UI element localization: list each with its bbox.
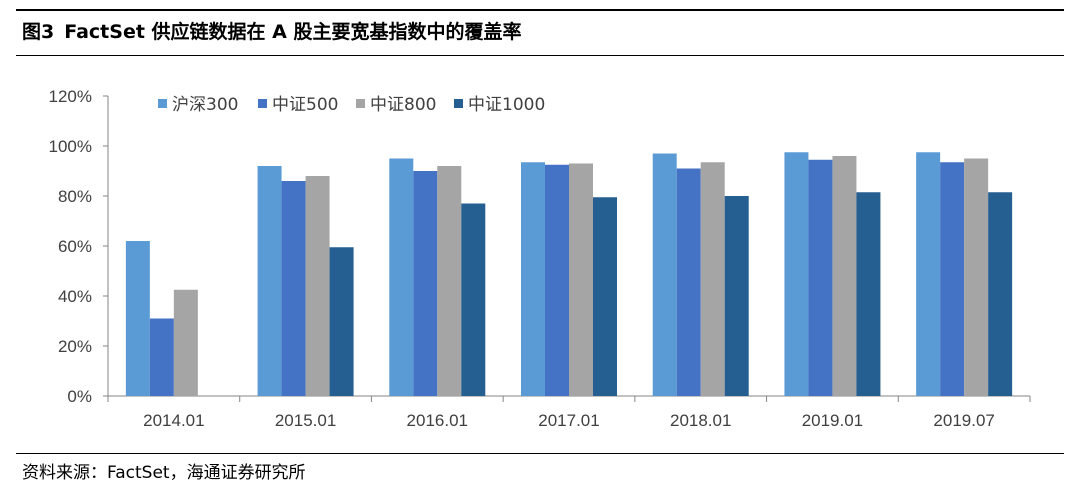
bar <box>856 192 881 396</box>
bar <box>569 163 593 396</box>
legend: 沪深300 中证500 中证800 中证1000 <box>158 95 545 115</box>
bar <box>916 152 941 396</box>
legend-swatch <box>158 99 167 108</box>
bar <box>832 156 857 396</box>
y-tick-label: 80% <box>58 187 92 206</box>
bar <box>413 171 438 396</box>
x-axis: 2014.01 2015.01 2016.01 2017.01 2018.01 2019.… <box>107 395 1031 430</box>
legend-label: 沪深300 <box>172 95 238 115</box>
bar <box>724 196 749 396</box>
y-tick-label: 100% <box>49 137 92 156</box>
legend-swatch <box>454 99 463 108</box>
bar <box>964 158 989 396</box>
bar <box>461 203 486 396</box>
y-tick-label: 120% <box>49 87 92 106</box>
x-tick-label: 2019.01 <box>802 411 863 430</box>
top-rule <box>16 9 1064 11</box>
bar <box>808 159 833 396</box>
bar <box>125 241 150 396</box>
legend-swatch <box>258 99 267 108</box>
bar <box>305 176 330 396</box>
legend-label: 中证800 <box>370 95 436 115</box>
bar <box>652 153 677 396</box>
source-note: 资料来源：FactSet，海通证券研究所 <box>22 463 306 483</box>
bars <box>125 152 1013 396</box>
legend-label: 中证500 <box>272 95 338 115</box>
source-rule <box>16 453 1064 454</box>
x-tick-label: 2016.01 <box>407 411 468 430</box>
legend-swatch <box>356 99 365 108</box>
figure-number: 图3 <box>22 21 55 43</box>
bar <box>784 152 809 396</box>
bar <box>940 162 965 396</box>
bar <box>389 158 414 396</box>
y-tick-label: 40% <box>58 287 92 306</box>
y-tick-label: 20% <box>58 337 92 356</box>
bar <box>149 318 174 396</box>
bar <box>700 162 725 396</box>
x-tick-label: 2018.01 <box>670 411 731 430</box>
bar <box>257 166 282 396</box>
figure-title-text: FactSet 供应链数据在 A 股主要宽基指数中的覆盖率 <box>64 21 522 43</box>
bar <box>437 166 462 396</box>
figure-title: 图3 FactSet 供应链数据在 A 股主要宽基指数中的覆盖率 <box>22 18 521 46</box>
bar <box>988 192 1013 396</box>
bar <box>545 164 569 396</box>
title-rule <box>16 55 1064 56</box>
x-tick-label: 2017.01 <box>538 411 599 430</box>
bar <box>329 247 354 396</box>
bar <box>676 168 701 396</box>
bar <box>173 289 198 396</box>
bar-chart: 0%20%40%60%80%100%120% 2014.01 2015.01 201… <box>49 87 1031 430</box>
y-tick-label: 60% <box>58 237 92 256</box>
y-axis: 0% 20% 40% 60% 80% 100% 120% <box>49 87 109 406</box>
x-tick-label: 2014.01 <box>143 411 204 430</box>
x-tick-label: 2019.07 <box>933 411 994 430</box>
legend-label: 中证1000 <box>468 95 545 115</box>
x-tick-label: 2015.01 <box>275 411 336 430</box>
bar <box>281 181 306 396</box>
bar <box>521 162 545 396</box>
bar <box>593 197 617 396</box>
y-tick-label: 0% <box>67 387 92 406</box>
